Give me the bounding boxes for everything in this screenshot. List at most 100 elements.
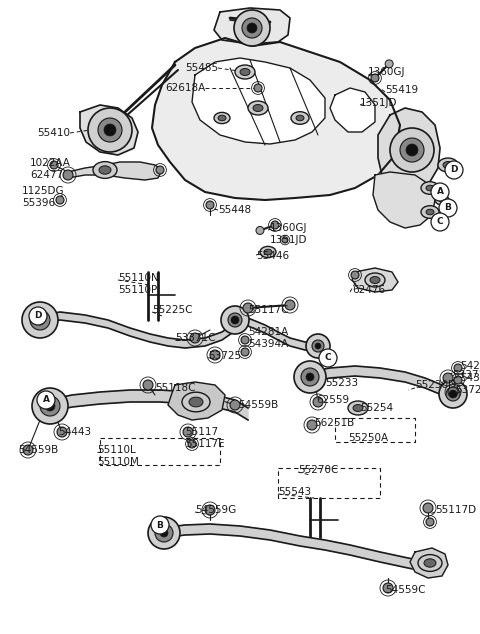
Text: 54443: 54443 (58, 427, 91, 437)
Polygon shape (214, 8, 290, 44)
Circle shape (241, 348, 249, 356)
Circle shape (63, 170, 73, 180)
Ellipse shape (182, 392, 210, 412)
Text: 53725: 53725 (208, 351, 241, 361)
Ellipse shape (426, 209, 434, 215)
Ellipse shape (426, 185, 434, 191)
Circle shape (443, 373, 453, 383)
Polygon shape (168, 382, 225, 420)
Circle shape (228, 313, 242, 327)
Circle shape (30, 310, 50, 330)
Ellipse shape (421, 205, 439, 218)
Circle shape (306, 373, 314, 381)
Text: A: A (436, 188, 444, 197)
Circle shape (439, 199, 457, 217)
Ellipse shape (443, 162, 453, 169)
Polygon shape (308, 366, 455, 400)
Text: D: D (450, 165, 458, 174)
Text: A: A (43, 396, 49, 404)
Circle shape (306, 334, 330, 358)
Ellipse shape (438, 158, 458, 172)
Circle shape (241, 336, 249, 344)
Text: 55117D: 55117D (435, 505, 476, 515)
Ellipse shape (421, 182, 439, 194)
Polygon shape (192, 58, 325, 144)
Ellipse shape (264, 249, 272, 255)
Circle shape (439, 380, 467, 408)
Text: 53371C: 53371C (175, 333, 216, 343)
Circle shape (243, 303, 253, 313)
Circle shape (190, 333, 200, 343)
Ellipse shape (370, 276, 380, 283)
Circle shape (155, 524, 173, 542)
Text: 55117: 55117 (185, 427, 218, 437)
Polygon shape (80, 105, 138, 155)
Ellipse shape (214, 112, 230, 124)
Circle shape (57, 427, 67, 437)
Circle shape (151, 516, 169, 534)
Circle shape (148, 517, 180, 549)
Polygon shape (378, 108, 440, 192)
Ellipse shape (435, 195, 449, 205)
Text: B: B (156, 521, 163, 529)
Text: 55110N: 55110N (118, 273, 159, 283)
Ellipse shape (218, 115, 226, 121)
Text: 54559B: 54559B (18, 445, 58, 455)
Circle shape (160, 529, 168, 537)
Circle shape (454, 364, 462, 372)
Text: 55485: 55485 (185, 63, 218, 73)
Text: 53371C: 53371C (452, 370, 480, 380)
Circle shape (271, 221, 279, 229)
Polygon shape (48, 390, 248, 420)
Circle shape (431, 213, 449, 231)
Ellipse shape (424, 559, 436, 567)
Text: 55250A: 55250A (348, 433, 388, 443)
Circle shape (88, 108, 132, 152)
Circle shape (400, 138, 424, 162)
Text: 55254: 55254 (360, 403, 393, 413)
Circle shape (183, 427, 193, 437)
Circle shape (247, 23, 257, 33)
Circle shape (301, 368, 319, 386)
Text: 55446: 55446 (256, 251, 289, 261)
Circle shape (446, 387, 460, 401)
Text: 55117C: 55117C (248, 305, 288, 315)
Circle shape (231, 316, 239, 324)
Text: 54394A: 54394A (460, 373, 480, 383)
Circle shape (35, 315, 45, 325)
Circle shape (449, 390, 457, 398)
Circle shape (234, 10, 270, 46)
Text: 55225C: 55225C (152, 305, 192, 315)
Circle shape (285, 300, 295, 310)
Text: 55543: 55543 (278, 487, 311, 497)
Text: 62559: 62559 (316, 395, 349, 405)
Ellipse shape (93, 162, 117, 178)
Ellipse shape (296, 115, 304, 121)
Ellipse shape (240, 68, 250, 75)
Ellipse shape (235, 65, 255, 79)
Polygon shape (330, 88, 375, 132)
Circle shape (210, 350, 220, 360)
Text: 55410: 55410 (37, 128, 70, 138)
Text: C: C (324, 354, 331, 363)
Text: 54394A: 54394A (248, 339, 288, 349)
Circle shape (37, 391, 55, 409)
Circle shape (383, 583, 393, 593)
Circle shape (371, 74, 379, 82)
Ellipse shape (99, 166, 111, 174)
Circle shape (50, 161, 58, 169)
Text: 55270C: 55270C (298, 465, 338, 475)
Text: 55233: 55233 (325, 378, 358, 388)
Text: 54559B: 54559B (238, 400, 278, 410)
Ellipse shape (260, 247, 276, 257)
Circle shape (188, 440, 196, 448)
Circle shape (448, 387, 458, 397)
Text: 55110L: 55110L (97, 445, 136, 455)
Circle shape (254, 84, 262, 92)
Text: 1125DG: 1125DG (22, 186, 65, 196)
Text: 55448: 55448 (218, 205, 251, 215)
Text: 53725: 53725 (455, 385, 480, 395)
Circle shape (390, 128, 434, 172)
Circle shape (313, 397, 323, 407)
Text: 1360GJ: 1360GJ (368, 67, 406, 77)
